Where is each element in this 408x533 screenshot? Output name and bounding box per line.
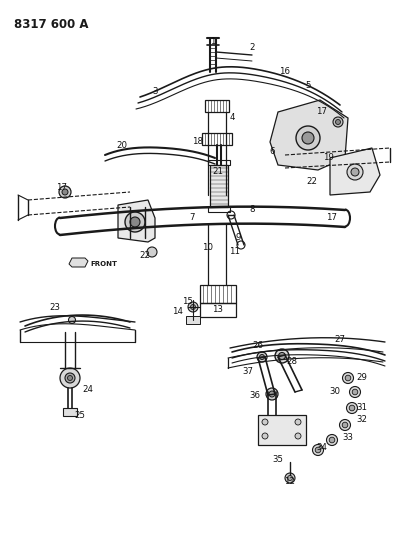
Polygon shape — [118, 200, 155, 242]
Text: 17: 17 — [56, 183, 67, 192]
Circle shape — [346, 402, 357, 414]
Text: 22: 22 — [140, 251, 151, 260]
Text: 17: 17 — [317, 108, 328, 117]
Circle shape — [67, 376, 73, 381]
Circle shape — [69, 317, 75, 324]
Circle shape — [257, 352, 267, 362]
Text: 22: 22 — [306, 177, 317, 187]
Circle shape — [295, 419, 301, 425]
Text: 8: 8 — [249, 206, 255, 214]
Bar — [200, 303, 236, 317]
Text: 18: 18 — [193, 138, 204, 147]
Circle shape — [315, 447, 321, 453]
Circle shape — [65, 373, 75, 383]
Circle shape — [351, 168, 359, 176]
Bar — [210, 165, 228, 207]
Circle shape — [345, 375, 351, 381]
Polygon shape — [330, 148, 380, 195]
Circle shape — [302, 132, 314, 144]
Text: 29: 29 — [357, 374, 368, 383]
Text: 30: 30 — [330, 387, 341, 397]
Circle shape — [266, 388, 278, 400]
Circle shape — [329, 437, 335, 443]
Circle shape — [347, 164, 363, 180]
Text: 13: 13 — [213, 305, 224, 314]
Circle shape — [262, 419, 268, 425]
Bar — [202, 133, 232, 145]
Circle shape — [313, 445, 324, 456]
Text: 17: 17 — [326, 214, 337, 222]
Text: 11: 11 — [229, 247, 240, 256]
Bar — [205, 100, 229, 112]
Bar — [186, 316, 200, 324]
Text: 15: 15 — [182, 297, 193, 306]
Circle shape — [333, 117, 343, 127]
Circle shape — [288, 475, 293, 481]
Text: 12: 12 — [284, 478, 295, 487]
Circle shape — [191, 304, 195, 310]
Text: 27: 27 — [335, 335, 346, 344]
Text: 36: 36 — [250, 391, 260, 400]
Circle shape — [59, 186, 71, 198]
Bar — [200, 285, 236, 303]
Text: 16: 16 — [279, 68, 290, 77]
Text: 33: 33 — [342, 433, 353, 442]
Polygon shape — [270, 100, 348, 170]
Circle shape — [339, 419, 350, 431]
Text: 23: 23 — [49, 303, 60, 312]
Text: 31: 31 — [357, 403, 368, 413]
Text: 5: 5 — [305, 80, 311, 90]
Text: 10: 10 — [202, 244, 213, 253]
Text: 4: 4 — [229, 114, 235, 123]
Circle shape — [275, 349, 289, 363]
Text: 37: 37 — [242, 367, 253, 376]
Circle shape — [342, 373, 353, 384]
Circle shape — [342, 422, 348, 428]
Circle shape — [337, 159, 342, 165]
Bar — [258, 415, 306, 445]
Bar — [208, 207, 230, 212]
Bar — [63, 408, 77, 416]
Bar — [208, 160, 230, 165]
Text: 21: 21 — [213, 167, 224, 176]
Text: 8317 600 A: 8317 600 A — [14, 18, 89, 31]
Text: 9: 9 — [235, 233, 241, 243]
Circle shape — [349, 405, 355, 411]
Text: 24: 24 — [82, 385, 93, 394]
Circle shape — [62, 189, 68, 195]
Text: 6: 6 — [269, 148, 275, 157]
Text: 26: 26 — [253, 341, 264, 350]
Text: 28: 28 — [286, 358, 297, 367]
Text: 3: 3 — [152, 87, 158, 96]
Circle shape — [147, 247, 157, 257]
Text: 35: 35 — [273, 456, 284, 464]
Text: 34: 34 — [317, 443, 328, 453]
Text: 7: 7 — [189, 214, 195, 222]
Circle shape — [262, 433, 268, 439]
Text: FRONT: FRONT — [90, 261, 117, 267]
Text: 20: 20 — [117, 141, 127, 149]
Circle shape — [335, 157, 345, 167]
Circle shape — [352, 389, 358, 395]
Circle shape — [130, 217, 140, 227]
Circle shape — [350, 386, 361, 398]
Text: 32: 32 — [357, 416, 368, 424]
Circle shape — [296, 126, 320, 150]
Circle shape — [279, 352, 286, 359]
Text: 25: 25 — [75, 410, 86, 419]
Circle shape — [60, 368, 80, 388]
Circle shape — [269, 391, 275, 397]
Circle shape — [125, 212, 145, 232]
Circle shape — [326, 434, 337, 446]
Circle shape — [335, 119, 341, 125]
Circle shape — [295, 433, 301, 439]
Circle shape — [259, 354, 264, 359]
Text: 1: 1 — [210, 37, 216, 46]
Text: 14: 14 — [173, 308, 184, 317]
Text: 2: 2 — [249, 44, 255, 52]
Text: 19: 19 — [323, 154, 333, 163]
Circle shape — [188, 302, 198, 312]
Polygon shape — [69, 258, 88, 267]
Circle shape — [285, 473, 295, 483]
